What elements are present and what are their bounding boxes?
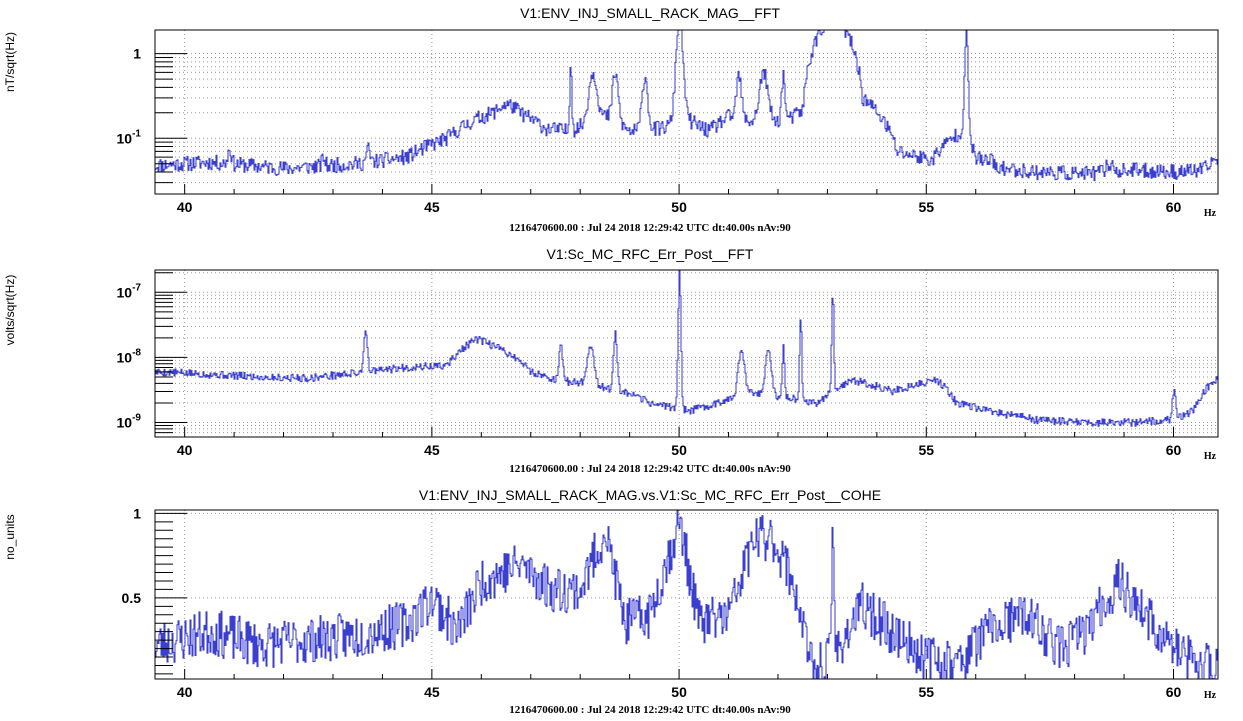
- panel-1-footer: 1216470600.00 : Jul 24 2018 12:29:42 UTC…: [509, 222, 791, 234]
- x-tick-label: 55: [919, 442, 935, 458]
- panel-2-title: V1:Sc_MC_RFC_Err_Post__FFT: [547, 246, 754, 262]
- x-tick-label: 40: [177, 199, 193, 215]
- panel-2: V1:Sc_MC_RFC_Err_Post__FFT volts/sqrt(Hz…: [3, 246, 1219, 475]
- panel-3: V1:ENV_INJ_SMALL_RACK_MAG.vs.V1:Sc_MC_RF…: [3, 487, 1219, 716]
- x-tick-label: 45: [424, 199, 440, 215]
- y-tick-label: 10-7: [117, 282, 142, 300]
- panel-2-x-unit: Hz: [1204, 451, 1217, 462]
- x-tick-label: 40: [177, 684, 193, 700]
- panel-2-ylabel: volts/sqrt(Hz): [3, 275, 17, 346]
- x-tick-label: 55: [919, 199, 935, 215]
- panel-1: V1:ENV_INJ_SMALL_RACK_MAG__FFT nT/sqrt(H…: [3, 5, 1219, 234]
- panel-3-frame: [154, 509, 1219, 680]
- x-tick-label: 45: [424, 684, 440, 700]
- panel-3-ylabel: no_units: [3, 514, 17, 559]
- x-tick-label: 50: [671, 442, 687, 458]
- y-tick-label: 10-9: [117, 413, 142, 431]
- panel-2-axes: 40 45 50 55 60 10-7 10-8 10-9: [117, 272, 1182, 458]
- panel-1-title: V1:ENV_INJ_SMALL_RACK_MAG__FFT: [520, 5, 780, 21]
- x-tick-label: 60: [1166, 442, 1182, 458]
- panel-3-x-unit: Hz: [1204, 690, 1217, 701]
- x-tick-label: 40: [177, 442, 193, 458]
- panel-2-trace: [155, 269, 1219, 427]
- panel-2-frame: [154, 269, 1219, 438]
- panel-3-title: V1:ENV_INJ_SMALL_RACK_MAG.vs.V1:Sc_MC_RF…: [419, 487, 881, 503]
- y-tick-label: 1: [133, 46, 141, 62]
- y-tick-label: 0.5: [122, 590, 142, 606]
- panel-3-footer: 1216470600.00 : Jul 24 2018 12:29:42 UTC…: [509, 704, 791, 716]
- y-tick-label: 1: [133, 505, 141, 521]
- x-tick-label: 60: [1166, 684, 1182, 700]
- panel-1-x-unit: Hz: [1204, 208, 1217, 219]
- x-tick-label: 50: [671, 199, 687, 215]
- y-tick-label: 10-8: [117, 347, 142, 365]
- x-tick-label: 45: [424, 442, 440, 458]
- x-tick-label: 55: [919, 684, 935, 700]
- panel-3-trace: [155, 509, 1219, 680]
- panel-1-ylabel: nT/sqrt(Hz): [3, 32, 17, 92]
- y-tick-label: 10-1: [117, 128, 142, 146]
- x-tick-label: 60: [1166, 199, 1182, 215]
- panel-2-footer: 1216470600.00 : Jul 24 2018 12:29:42 UTC…: [509, 463, 791, 475]
- panel-1-trace: [155, 29, 1219, 182]
- x-tick-label: 50: [671, 684, 687, 700]
- panel-1-axes: 40 45 50 55 60 1 10-1: [117, 46, 1182, 215]
- panel-3-axes: 40 45 50 55 60 1 0.5: [122, 505, 1182, 700]
- panel-1-frame: [154, 29, 1219, 195]
